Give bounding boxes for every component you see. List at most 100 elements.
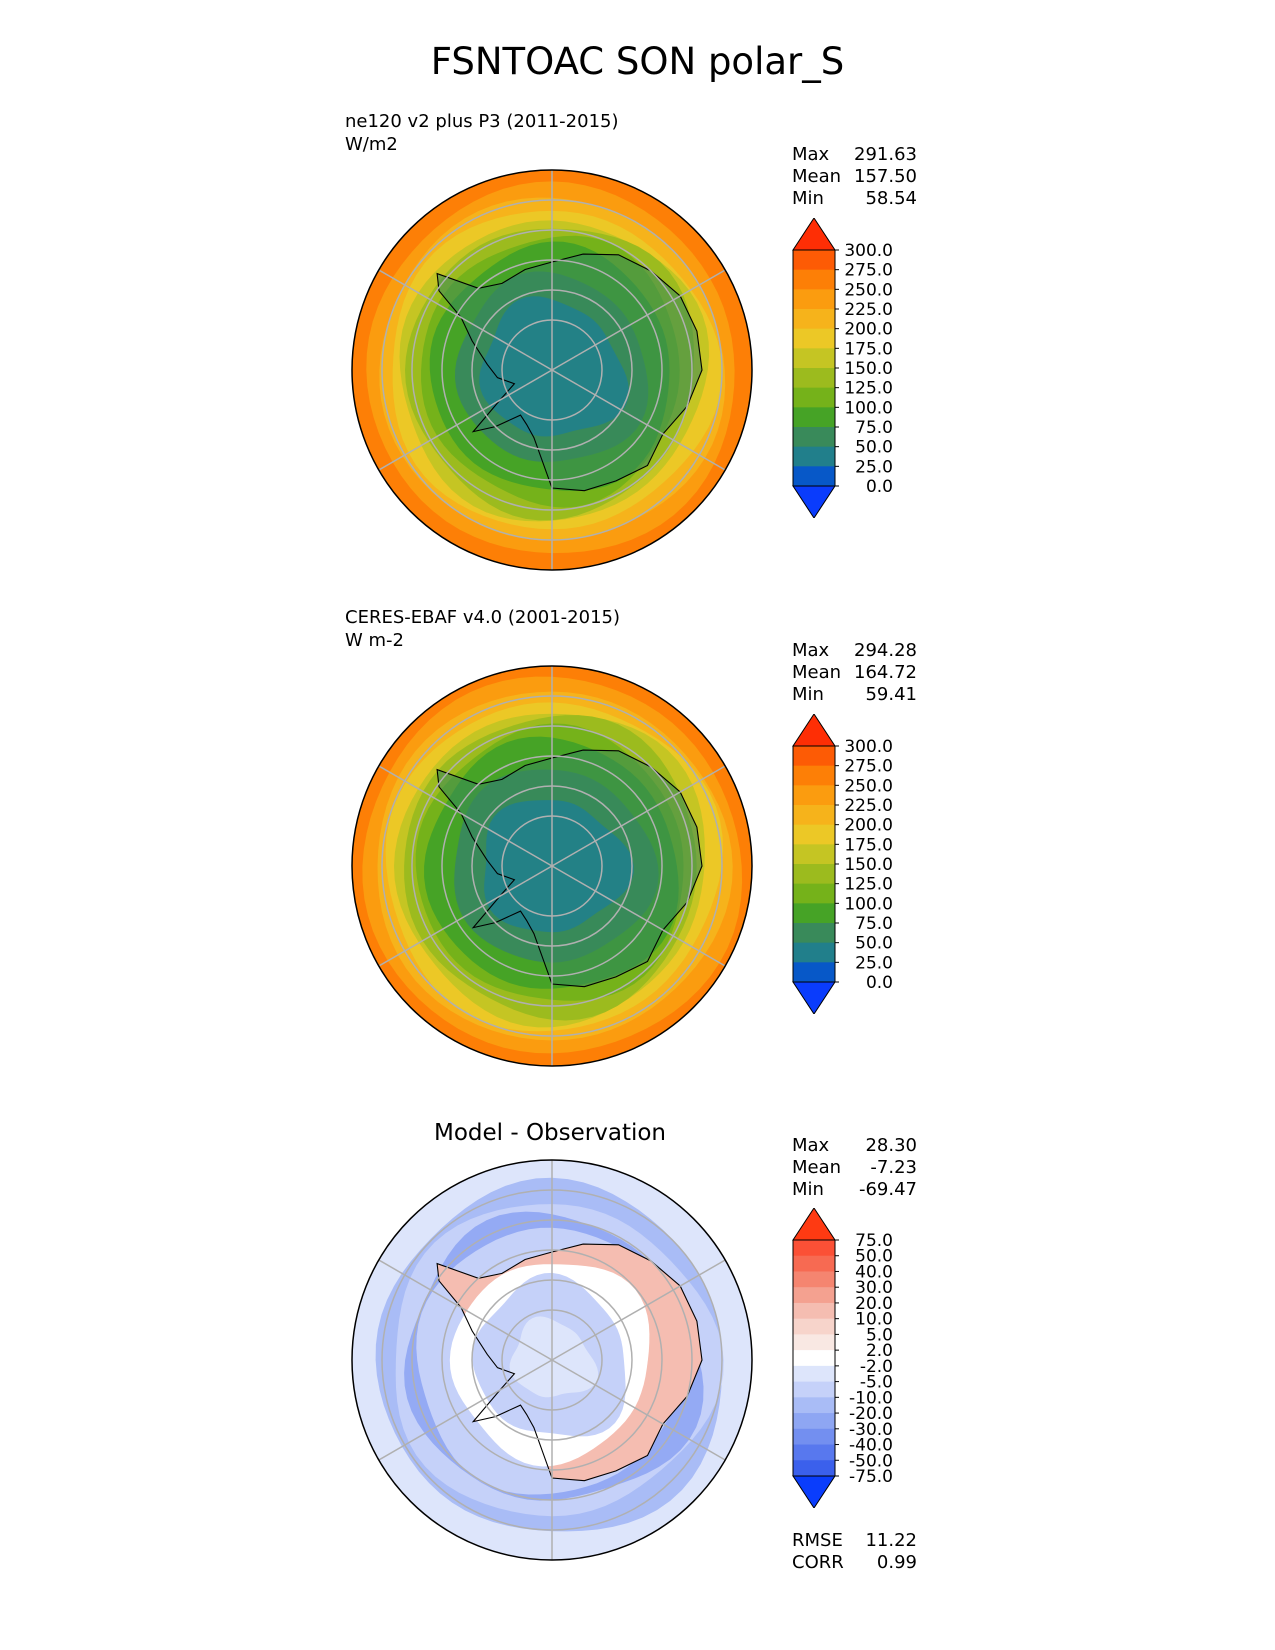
colorbar-tick-label: 75.0	[855, 418, 893, 438]
longitude-gridline	[551, 1359, 579, 1376]
longitude-gridline	[525, 1344, 553, 1361]
colorbar-tick-label: 25.0	[855, 457, 893, 477]
colorbar-tick-label: 2.0	[866, 1341, 893, 1361]
colorbar-band	[793, 765, 835, 786]
colorbar-band	[793, 1350, 835, 1367]
colorbar-tick-label: 200.0	[844, 320, 893, 340]
colorbar-tick-label: 275.0	[844, 261, 893, 281]
colorbar-band	[793, 289, 835, 310]
longitude-gridline	[577, 880, 726, 967]
colorbar-band	[793, 348, 835, 369]
colorbar-band	[793, 1444, 835, 1461]
longitude-gridline	[525, 865, 553, 882]
panel-3-metrics: RMSE 11.22 CORR 0.99	[792, 1530, 917, 1574]
colorbar-extend-bottom	[792, 1475, 836, 1508]
longitude-gridline	[551, 850, 579, 867]
colorbar-tick-label: 25.0	[855, 953, 893, 973]
colorbar-extend-top	[792, 1208, 836, 1241]
stat-label: Mean	[792, 1157, 842, 1178]
colorbar-tick-label: 250.0	[844, 776, 893, 796]
colorbar-band	[793, 1318, 835, 1335]
colorbar-band	[793, 368, 835, 389]
longitude-gridline	[378, 1374, 527, 1461]
stat-label: Min	[792, 684, 824, 705]
panel-2-label: CERES-EBAF v4.0 (2001-2015) W m-2	[345, 606, 620, 652]
panel-1-label: ne120 v2 plus P3 (2011-2015) W/m2	[345, 110, 619, 156]
colorbar-band	[793, 407, 835, 428]
panel-3-colorbar: 75.050.040.030.020.010.05.02.0-2.0-5.0-1…	[792, 1208, 893, 1508]
colorbar-tick-label: 200.0	[844, 816, 893, 836]
colorbar-tick-label: -40.0	[849, 1436, 893, 1456]
colorbar-band	[793, 1365, 835, 1383]
colorbar-band	[793, 1334, 835, 1351]
colorbar-extend-bottom	[792, 485, 836, 518]
colorbar-band	[793, 1287, 835, 1304]
stat-label: Min	[792, 188, 824, 209]
contour-fill-layer	[352, 666, 752, 1066]
panel-1-polar-map	[351, 169, 753, 571]
colorbar-tick-label: 225.0	[844, 300, 893, 320]
figure-title: FSNTOAC SON polar_S	[430, 40, 845, 83]
colorbar-band	[793, 1397, 835, 1414]
longitude-gridline	[551, 865, 579, 882]
colorbar-tick-label: -50.0	[849, 1451, 893, 1471]
longitude-gridline	[551, 369, 579, 386]
stat-label: Max	[792, 144, 830, 165]
longitude-gridline	[378, 765, 527, 852]
colorbar-band	[793, 328, 835, 349]
colorbar-band	[793, 1413, 835, 1430]
colorbar-tick-label: 150.0	[844, 855, 893, 875]
map-boundary	[351, 169, 753, 571]
longitude-gridline	[378, 269, 527, 356]
longitude-gridline	[378, 384, 527, 471]
colorbar-tick-label: 175.0	[844, 339, 893, 359]
contour-band	[509, 1316, 599, 1398]
stat-value: 28.30	[865, 1135, 917, 1156]
colorbar-tick-label: -5.0	[860, 1373, 893, 1393]
colorbar-band	[793, 250, 835, 271]
contour-band	[484, 800, 634, 933]
colorbar-band	[793, 883, 835, 904]
panel-2-colorbar: 300.0275.0250.0225.0200.0175.0150.0125.0…	[792, 714, 893, 1014]
colorbar-tick-label: 100.0	[844, 398, 893, 418]
colorbar-tick-label: 175.0	[844, 835, 893, 855]
panel-3-polar-map	[351, 1159, 753, 1561]
colorbar-tick-label: 75.0	[855, 1231, 893, 1251]
longitude-gridline	[378, 1259, 527, 1346]
colorbar-tick-label: 300.0	[844, 241, 893, 261]
colorbar-tick-label: 20.0	[855, 1294, 893, 1314]
colorbar-band	[793, 746, 835, 767]
colorbar-band	[793, 1255, 835, 1272]
stat-value: 164.72	[854, 662, 917, 683]
longitude-gridline	[525, 850, 553, 867]
colorbar-tick-label: 125.0	[844, 875, 893, 895]
metric-label: RMSE	[792, 1530, 843, 1551]
panel-2-case: CERES-EBAF v4.0 (2001-2015)	[345, 607, 621, 628]
colorbar-band	[793, 903, 835, 924]
colorbar-tick-label: 10.0	[855, 1310, 893, 1330]
colorbar-band	[793, 1381, 835, 1398]
panel-2-polar-map	[351, 665, 753, 1067]
colorbar-band	[793, 962, 835, 983]
colorbar-band	[793, 785, 835, 806]
colorbar-tick-label: -30.0	[849, 1420, 893, 1440]
longitude-gridline	[577, 1259, 726, 1346]
stat-value: -7.23	[870, 1157, 917, 1178]
colorbar-band	[793, 466, 835, 487]
colorbar-tick-label: 30.0	[855, 1278, 893, 1298]
colorbar-band	[793, 864, 835, 885]
longitude-gridline	[577, 765, 726, 852]
metric-value: 0.99	[876, 1552, 917, 1573]
colorbar-tick-label: 0.0	[866, 973, 893, 993]
colorbar-tick-label: -20.0	[849, 1404, 893, 1424]
colorbar-band	[793, 1240, 835, 1257]
colorbar-band	[793, 1428, 835, 1446]
longitude-gridline	[378, 880, 527, 967]
colorbar-tick-label: 50.0	[855, 438, 893, 458]
colorbar-tick-label: 75.0	[855, 914, 893, 934]
stat-value: 157.50	[854, 166, 917, 187]
colorbar-band	[793, 844, 835, 865]
longitude-gridline	[525, 369, 553, 386]
stat-value: 58.54	[865, 188, 917, 209]
stat-value: -69.47	[858, 1179, 917, 1200]
